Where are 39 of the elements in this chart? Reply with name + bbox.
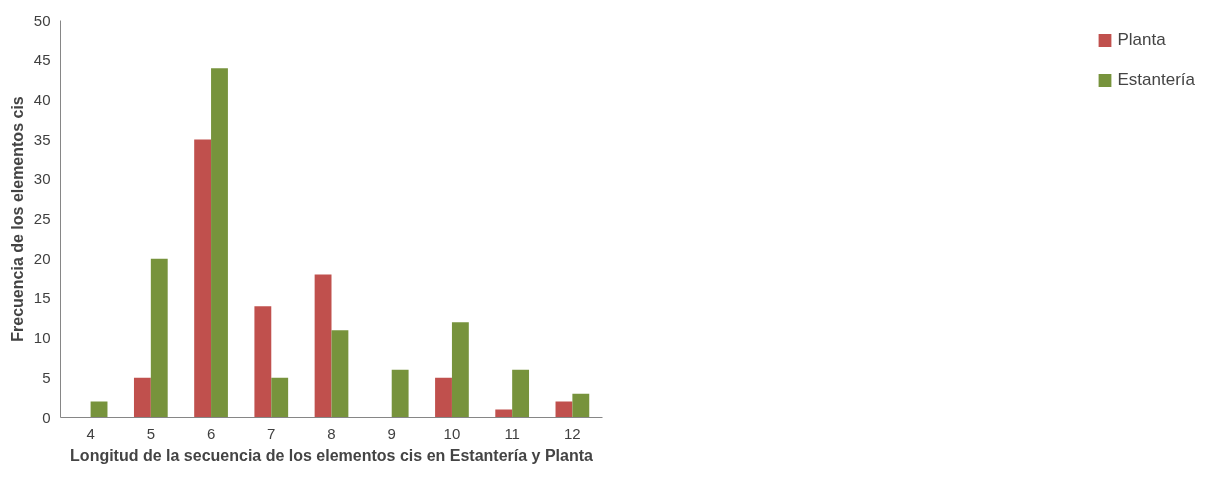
x-tick-label: 5 <box>146 424 156 442</box>
y-tick-label: 25 <box>33 210 51 227</box>
x-tick-label: 9 <box>387 424 396 442</box>
y-tick-label: 50 <box>33 11 51 29</box>
legend-label: Planta <box>1117 30 1166 50</box>
bar <box>254 306 272 418</box>
y-tick-label: 30 <box>33 170 51 188</box>
y-tick-label: 0 <box>42 408 51 426</box>
x-tick-label: 7 <box>267 424 276 442</box>
bar <box>572 393 590 418</box>
x-tick-label: 4 <box>86 424 95 442</box>
x-tick-label: 11 <box>504 424 520 442</box>
x-tick-label: 6 <box>206 424 216 442</box>
bar <box>314 274 332 418</box>
y-tick-label: 15 <box>33 289 51 307</box>
bar <box>133 377 151 418</box>
bar <box>271 377 289 418</box>
bar <box>90 401 108 418</box>
y-tick-label: 40 <box>33 90 51 108</box>
x-axis-title: Longitud de la secuencia de los elementos cis en Estantería y Planta <box>70 446 594 464</box>
legend-label: Estantería <box>1117 70 1195 90</box>
x-tick-label: 10 <box>443 424 461 442</box>
y-tick-label: 45 <box>33 51 51 69</box>
bar <box>150 258 168 418</box>
y-tick-label: 10 <box>33 329 51 347</box>
bar <box>435 377 452 418</box>
bar <box>512 369 530 418</box>
y-tick-label: 5 <box>42 368 51 386</box>
x-tick-label: 12 <box>564 424 581 442</box>
bar <box>211 68 228 418</box>
bar <box>331 330 349 418</box>
bar <box>555 401 573 418</box>
bar <box>391 369 409 418</box>
bar <box>194 139 212 418</box>
x-tick-label: 8 <box>327 424 336 442</box>
y-tick-label: 35 <box>33 130 51 148</box>
y-tick-label: 20 <box>33 249 51 267</box>
y-axis-title: Frecuencia de los elementos cis <box>8 96 26 342</box>
bar <box>451 322 469 418</box>
